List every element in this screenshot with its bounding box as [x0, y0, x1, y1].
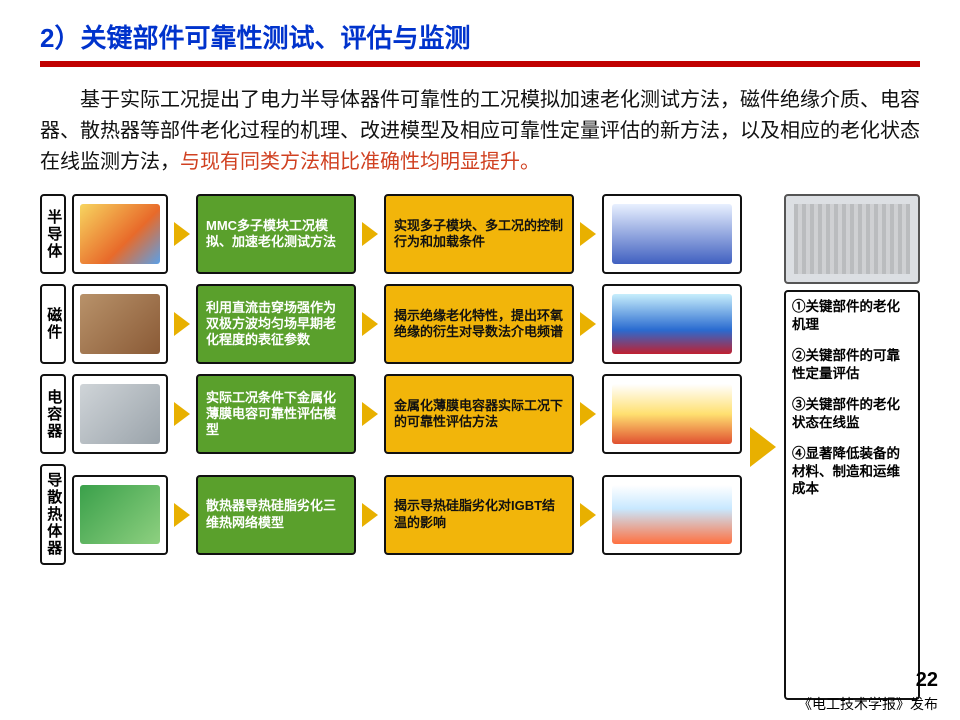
- result-image: [602, 194, 742, 274]
- row-label: 电容器: [40, 374, 66, 454]
- result-box: 揭示导热硅脂劣化对IGBT结温的影响: [384, 475, 574, 555]
- outcome-column: ①关键部件的老化机理 ②关键部件的可靠性定量评估 ③关键部件的老化状态在线监 ④…: [784, 194, 920, 700]
- row-semiconductor: 半导体 MMC多子模块工况模拟、加速老化测试方法 实现多子模块、多工况的控制行为…: [40, 194, 742, 274]
- row-heatsink: 导散热体器 散热器导热硅脂劣化三维热网络模型 揭示导热硅脂劣化对IGBT结温的影…: [40, 464, 742, 565]
- row-capacitor: 电容器 实际工况条件下金属化薄膜电容可靠性评估模型 金属化薄膜电容器实际工况下的…: [40, 374, 742, 454]
- method-box: MMC多子模块工况模拟、加速老化测试方法: [196, 194, 356, 274]
- component-image: [72, 374, 168, 454]
- row-label: 半导体: [40, 194, 66, 274]
- title-underline: [40, 61, 920, 67]
- method-box: 散热器导热硅脂劣化三维热网络模型: [196, 475, 356, 555]
- arrow-icon: [580, 402, 596, 426]
- result-image: [602, 374, 742, 454]
- outcome-item: ①关键部件的老化机理: [792, 298, 912, 333]
- thumb-icon: [612, 384, 732, 443]
- arrow-icon: [580, 312, 596, 336]
- big-arrow-icon: [750, 427, 776, 467]
- result-box: 揭示绝缘老化特性，提出环氧绝缘的衍生对导数法介电频谱: [384, 284, 574, 364]
- arrow-icon: [362, 503, 378, 527]
- thumb-icon: [80, 294, 161, 353]
- result-box: 实现多子模块、多工况的控制行为和加载条件: [384, 194, 574, 274]
- arrow-icon: [174, 312, 190, 336]
- page-title: 2）关键部件可靠性测试、评估与监测: [40, 18, 920, 55]
- component-image: [72, 284, 168, 364]
- intro-paragraph: 基于实际工况提出了电力半导体器件可靠性的工况模拟加速老化测试方法，磁件绝缘介质、…: [40, 85, 920, 178]
- method-box: 利用直流击穿场强作为双极方波均匀场早期老化程度的表征参数: [196, 284, 356, 364]
- outcome-list: ①关键部件的老化机理 ②关键部件的可靠性定量评估 ③关键部件的老化状态在线监 ④…: [784, 290, 920, 700]
- component-image: [72, 475, 168, 555]
- outcome-item: ②关键部件的可靠性定量评估: [792, 347, 912, 382]
- result-box: 金属化薄膜电容器实际工况下的可靠性评估方法: [384, 374, 574, 454]
- arrow-icon: [362, 222, 378, 246]
- arrow-icon: [174, 402, 190, 426]
- row-label: 导散热体器: [40, 464, 66, 565]
- component-image: [72, 194, 168, 274]
- outcome-item: ④显著降低装备的材料、制造和运维成本: [792, 445, 912, 498]
- thumb-icon: [80, 485, 161, 544]
- intro-highlight: 与现有同类方法相比准确性均明显提升。: [180, 151, 540, 173]
- arrow-icon: [580, 222, 596, 246]
- slide: 2）关键部件可靠性测试、评估与监测 基于实际工况提出了电力半导体器件可靠性的工况…: [0, 0, 960, 720]
- arrow-icon: [174, 222, 190, 246]
- thumb-icon: [80, 204, 161, 263]
- outcome-image: [784, 194, 920, 284]
- flow-diagram: 半导体 MMC多子模块工况模拟、加速老化测试方法 实现多子模块、多工况的控制行为…: [40, 194, 920, 700]
- arrow-icon: [174, 503, 190, 527]
- result-image: [602, 475, 742, 555]
- row-label: 磁件: [40, 284, 66, 364]
- thumb-icon: [80, 384, 161, 443]
- publisher-label: 《电工技术学报》发布: [798, 694, 938, 714]
- result-image: [602, 284, 742, 364]
- method-box: 实际工况条件下金属化薄膜电容可靠性评估模型: [196, 374, 356, 454]
- thumb-icon: [612, 294, 732, 353]
- arrow-icon: [362, 312, 378, 336]
- page-number: 22: [916, 669, 938, 692]
- thumb-icon: [612, 204, 732, 263]
- flow-rows: 半导体 MMC多子模块工况模拟、加速老化测试方法 实现多子模块、多工况的控制行为…: [40, 194, 742, 700]
- row-magnetic: 磁件 利用直流击穿场强作为双极方波均匀场早期老化程度的表征参数 揭示绝缘老化特性…: [40, 284, 742, 364]
- thumb-icon: [612, 485, 732, 544]
- arrow-icon: [362, 402, 378, 426]
- arrow-icon: [580, 503, 596, 527]
- outcome-item: ③关键部件的老化状态在线监: [792, 396, 912, 431]
